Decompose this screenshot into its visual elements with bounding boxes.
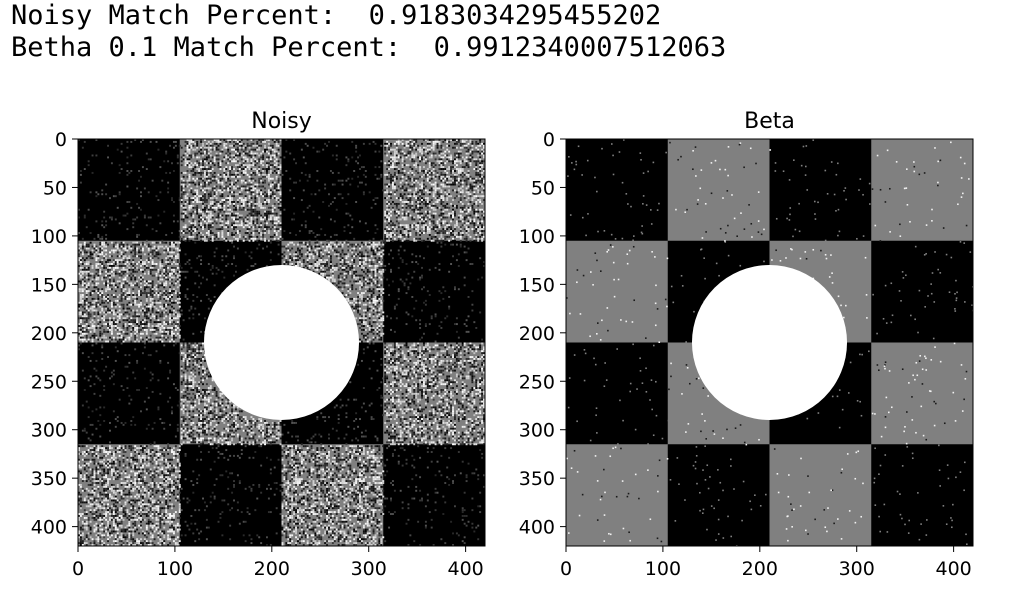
noisy-match-percent-line: Noisy Match Percent: 0.9183034295455202 bbox=[11, 0, 662, 31]
checker-square bbox=[566, 444, 669, 546]
x-tick-label: 300 bbox=[351, 558, 387, 580]
axes-frame bbox=[565, 138, 974, 547]
white-disk bbox=[203, 264, 360, 421]
chart-title: Beta bbox=[744, 109, 795, 134]
x-tick-label: 200 bbox=[742, 558, 778, 580]
y-tick-label: 50 bbox=[531, 177, 555, 199]
y-tick-label: 250 bbox=[519, 371, 555, 393]
x-tick-label: 200 bbox=[254, 558, 290, 580]
x-tick-label: 100 bbox=[645, 558, 681, 580]
y-tick-label: 400 bbox=[31, 517, 67, 539]
y-tick-label: 100 bbox=[31, 226, 67, 248]
checker-square bbox=[871, 240, 973, 343]
checker-square bbox=[667, 444, 770, 546]
chart-title: Noisy bbox=[251, 109, 312, 134]
y-tick-label: 200 bbox=[519, 323, 555, 345]
y-tick-label: 250 bbox=[31, 371, 67, 393]
x-tick-label: 100 bbox=[157, 558, 193, 580]
checker-square bbox=[383, 444, 485, 546]
white-disk bbox=[691, 264, 848, 421]
x-tick-label: 0 bbox=[72, 558, 84, 580]
x-tick-label: 400 bbox=[447, 558, 483, 580]
y-tick-label: 0 bbox=[55, 129, 67, 151]
axes-frame bbox=[77, 138, 486, 547]
y-tick-label: 350 bbox=[31, 468, 67, 490]
noise-layer bbox=[566, 139, 973, 546]
x-tick-label: 300 bbox=[839, 558, 875, 580]
checker-square bbox=[769, 139, 872, 242]
checker-square bbox=[769, 444, 872, 546]
y-tick-label: 350 bbox=[519, 468, 555, 490]
checker-square bbox=[871, 444, 973, 546]
checker-square bbox=[566, 342, 669, 445]
checker-square bbox=[281, 139, 384, 242]
checker-square bbox=[667, 139, 770, 242]
y-tick-label: 0 bbox=[543, 129, 555, 151]
y-tick-label: 300 bbox=[31, 420, 67, 442]
beta-match-percent-line: Betha 0.1 Match Percent: 0.9912340007512… bbox=[11, 32, 727, 63]
checker-square bbox=[566, 240, 669, 343]
checker-square bbox=[566, 139, 669, 242]
checker-square bbox=[78, 139, 181, 242]
image-content bbox=[78, 139, 485, 546]
checker-square bbox=[871, 139, 973, 242]
cell-output: Noisy Match Percent: 0.9183034295455202 B… bbox=[11, 0, 726, 64]
y-tick-label: 300 bbox=[519, 420, 555, 442]
y-tick-label: 200 bbox=[31, 323, 67, 345]
checker-square bbox=[871, 342, 973, 445]
y-tick-label: 100 bbox=[519, 226, 555, 248]
x-tick-label: 400 bbox=[935, 558, 971, 580]
y-tick-label: 400 bbox=[519, 517, 555, 539]
x-tick-label: 0 bbox=[560, 558, 572, 580]
y-tick-label: 150 bbox=[519, 274, 555, 296]
image-content bbox=[566, 139, 973, 546]
noise-layer bbox=[78, 139, 485, 546]
y-tick-label: 150 bbox=[31, 274, 67, 296]
checker-square bbox=[179, 444, 282, 546]
y-tick-label: 50 bbox=[43, 177, 67, 199]
